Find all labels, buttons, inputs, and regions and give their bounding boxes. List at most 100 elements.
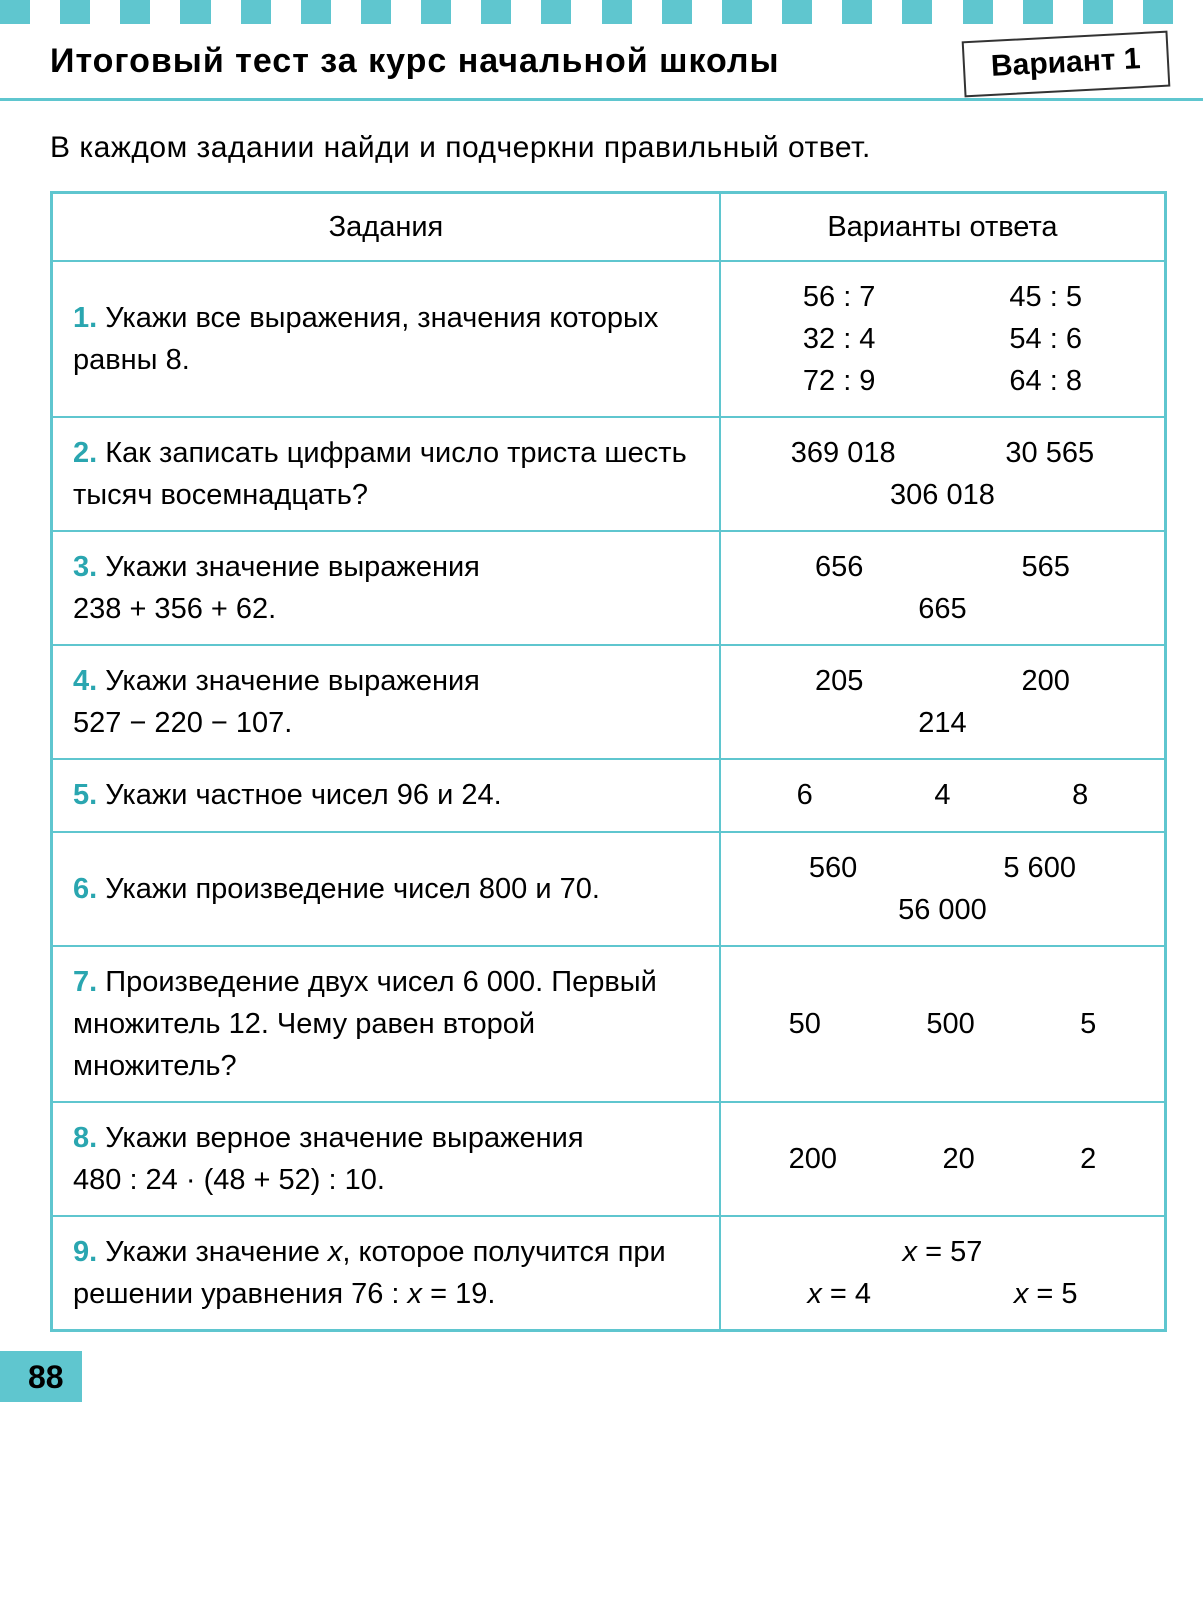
tick: [451, 0, 481, 24]
answer-row: x = 4 x = 5: [741, 1273, 1144, 1315]
answer-row: 200 20 2: [741, 1138, 1144, 1180]
col-header-tasks: Задания: [52, 193, 720, 262]
answer-option[interactable]: 500: [920, 1003, 980, 1045]
question-number: 2.: [73, 437, 105, 469]
table-row: 2. Как записать цифрами число триста шес…: [52, 417, 1166, 531]
tick: [180, 0, 210, 24]
tick: [692, 0, 722, 24]
question-text: Укажи частное чисел 96 и 24.: [105, 779, 501, 811]
task-cell: 9. Укажи значение x, которое получится п…: [52, 1216, 720, 1331]
question-number: 3.: [73, 551, 105, 583]
tick: [120, 0, 150, 24]
table-header-row: Задания Варианты ответа: [52, 193, 1166, 262]
answer-option[interactable]: 56 000: [892, 889, 993, 931]
answers-cell: 560 5 60056 000: [720, 832, 1166, 946]
table-row: 8. Укажи верное значение выражения480 : …: [52, 1102, 1166, 1216]
table-row: 5. Укажи частное чисел 96 и 24. 6 4 8: [52, 759, 1166, 831]
answer-option[interactable]: 306 018: [884, 474, 1001, 516]
table-row: 7. Произведение двух чисел 6 000. Первый…: [52, 946, 1166, 1102]
answer-row: 72 : 9 64 : 8: [741, 360, 1144, 402]
table-row: 3. Укажи значение выражения238 + 356 + 6…: [52, 531, 1166, 645]
answers-block: 56 : 7 45 : 5 32 : 4 54 : 6 72 : 9 64 : 8: [741, 276, 1144, 402]
table-row: 9. Укажи значение x, которое получится п…: [52, 1216, 1166, 1331]
answer-option[interactable]: 54 : 6: [1003, 318, 1088, 360]
tick: [301, 0, 331, 24]
answer-option[interactable]: 5: [1074, 1003, 1102, 1045]
answer-option[interactable]: 56 : 7: [797, 276, 882, 318]
answer-row: x = 57: [741, 1231, 1144, 1273]
test-table: Задания Варианты ответа 1. Укажи все выр…: [50, 191, 1167, 1332]
tick: [1113, 0, 1143, 24]
answer-option[interactable]: 214: [912, 702, 972, 744]
answer-option[interactable]: 560: [803, 847, 863, 889]
task-cell: 7. Произведение двух чисел 6 000. Первый…: [52, 946, 720, 1102]
answer-option[interactable]: 200: [1016, 660, 1076, 702]
question-text: Укажи значение выражения238 + 356 + 62.: [73, 551, 480, 625]
answer-option[interactable]: x = 4: [801, 1273, 877, 1315]
table-row: 4. Укажи значение выражения527 − 220 − 1…: [52, 645, 1166, 759]
tick: [782, 0, 812, 24]
tick: [993, 0, 1023, 24]
answers-block: 205 200 214: [741, 660, 1144, 744]
tick: [391, 0, 421, 24]
col-header-answers: Варианты ответа: [720, 193, 1166, 262]
answer-option[interactable]: 45 : 5: [1003, 276, 1088, 318]
question-text: Укажи значение выражения527 − 220 − 107.: [73, 665, 480, 739]
tick: [271, 0, 301, 24]
answer-row: 6 4 8: [741, 774, 1144, 816]
answer-row: 306 018: [741, 474, 1144, 516]
answer-option[interactable]: 2: [1074, 1138, 1102, 1180]
tick: [90, 0, 120, 24]
top-tick-strip: [0, 0, 1203, 24]
answer-row: 56 : 7 45 : 5: [741, 276, 1144, 318]
tick: [842, 0, 872, 24]
answer-option[interactable]: 565: [1016, 546, 1076, 588]
answer-option[interactable]: 30 565: [999, 432, 1100, 474]
answers-cell: 200 20 2: [720, 1102, 1166, 1216]
task-cell: 6. Укажи произведение чисел 800 и 70.: [52, 832, 720, 946]
answer-row: 665: [741, 588, 1144, 630]
question-number: 7.: [73, 966, 105, 998]
answer-option[interactable]: 6: [791, 774, 819, 816]
tick: [963, 0, 993, 24]
question-number: 9.: [73, 1236, 105, 1268]
answers-block: 6 4 8: [741, 774, 1144, 816]
answer-option[interactable]: 4: [928, 774, 956, 816]
tick: [1083, 0, 1113, 24]
tick: [60, 0, 90, 24]
tick: [150, 0, 180, 24]
tick: [211, 0, 241, 24]
answer-option[interactable]: 64 : 8: [1003, 360, 1088, 402]
task-cell: 5. Укажи частное чисел 96 и 24.: [52, 759, 720, 831]
question-text: Как записать цифрами число триста шесть …: [73, 437, 687, 511]
task-cell: 4. Укажи значение выражения527 − 220 − 1…: [52, 645, 720, 759]
answer-option[interactable]: 5 600: [997, 847, 1082, 889]
tick: [662, 0, 692, 24]
answer-option[interactable]: 200: [783, 1138, 843, 1180]
answer-row: 32 : 4 54 : 6: [741, 318, 1144, 360]
answers-block: 369 018 30 565306 018: [741, 432, 1144, 516]
answer-option[interactable]: 20: [936, 1138, 980, 1180]
answers-cell: 6 4 8: [720, 759, 1166, 831]
answer-option[interactable]: 8: [1066, 774, 1094, 816]
tick: [632, 0, 662, 24]
answer-option[interactable]: 369 018: [785, 432, 902, 474]
question-number: 6.: [73, 873, 105, 905]
answer-option[interactable]: 665: [912, 588, 972, 630]
answer-option[interactable]: 72 : 9: [797, 360, 882, 402]
question-number: 8.: [73, 1122, 105, 1154]
answers-block: 50 500 5: [741, 1003, 1144, 1045]
answer-option[interactable]: x = 57: [897, 1231, 989, 1273]
answer-option[interactable]: 50: [783, 1003, 827, 1045]
tick: [902, 0, 932, 24]
answers-cell: x = 57 x = 4 x = 5: [720, 1216, 1166, 1331]
answers-cell: 369 018 30 565306 018: [720, 417, 1166, 531]
table-row: 1. Укажи все выражения, значения которых…: [52, 261, 1166, 417]
answer-option[interactable]: 32 : 4: [797, 318, 882, 360]
tick: [511, 0, 541, 24]
answer-option[interactable]: x = 5: [1008, 1273, 1084, 1315]
answer-option[interactable]: 656: [809, 546, 869, 588]
answer-option[interactable]: 205: [809, 660, 869, 702]
tick: [1143, 0, 1173, 24]
tick: [872, 0, 902, 24]
